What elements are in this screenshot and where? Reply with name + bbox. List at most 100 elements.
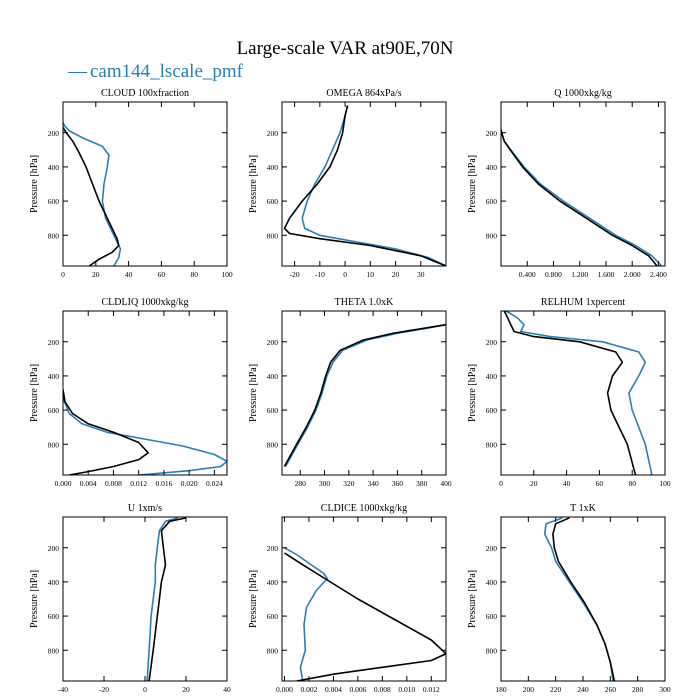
y-tick-label: 400 [486,578,498,587]
x-tick-label: 0.000 [55,479,72,488]
panel-title: U 1xm/s [128,503,162,514]
x-tick-label: 0.002 [300,685,317,694]
series-line-blue [301,105,446,266]
x-tick-label: 240 [577,685,589,694]
x-tick-label: 0.016 [155,479,172,488]
y-tick-label: 200 [267,544,279,553]
chart-panel-3: Q 1000xkg/kg Pressure [hPa] 0.400 0.800 1.20… [467,88,667,279]
series-line-black [503,311,637,475]
series-line-black [552,517,616,681]
y-tick-label: 400 [48,163,60,172]
series-line-black [501,129,658,266]
x-tick-label: 0.024 [206,479,223,488]
x-tick-label: 0.012 [423,685,440,694]
y-tick-label: 200 [267,338,279,347]
series-line-black [283,552,446,681]
x-tick-label: 10 [367,270,375,279]
chart-panel-7: U 1xm/s Pressure [hPa] -40 -20 0 20 40 200 400 60… [29,503,231,694]
panel-title: CLDLIQ 1000xkg/kg [102,297,189,308]
x-tick-label: 0 [343,270,347,279]
y-axis-label: Pressure [hPa] [467,364,478,422]
x-tick-label: 320 [343,479,355,488]
chart-panel-6: RELHUM 1xpercent Pressure [hPa] 0 20 40 60 80 1… [467,297,671,488]
x-tick-label: 1.200 [571,270,588,279]
y-tick-label: 600 [48,197,60,206]
figure-title: Large-scale VAR at90E,70N [237,38,454,59]
y-tick-label: 400 [267,163,279,172]
plot-frame [281,101,447,267]
y-tick-label: 600 [48,612,60,621]
plot-frame [500,310,666,476]
plot-frame [62,516,228,682]
y-tick-label: 600 [486,197,498,206]
x-tick-label: 80 [628,479,636,488]
x-tick-label: 0.400 [519,270,536,279]
series-line-blue [284,547,329,681]
y-tick-label: 400 [486,372,498,381]
x-tick-label: 1.600 [598,270,615,279]
series-line-blue [501,129,663,266]
x-tick-label: 220 [550,685,562,694]
x-tick-label: 300 [319,479,331,488]
chart-panel-9: T 1xK Pressure [hPa] 180 200 220 240 260 280 300… [467,503,671,694]
series-line-blue [505,311,653,475]
y-tick-label: 600 [486,612,498,621]
y-tick-label: 600 [267,612,279,621]
chart-panel-4: CLDLIQ 1000xkg/kg Pressure [hPa] 0.000 0.00… [29,297,228,488]
y-axis-label: Pressure [hPa] [29,570,40,628]
x-tick-label: 0.004 [325,685,342,694]
y-tick-label: 800 [267,646,279,655]
x-tick-label: 200 [523,685,535,694]
x-tick-label: 100 [659,479,671,488]
series-line-black [148,517,187,681]
y-tick-label: 800 [48,646,60,655]
x-tick-label: 60 [158,270,166,279]
panel-title: T 1xK [570,503,596,514]
x-tick-label: 40 [223,685,231,694]
series-line-blue [63,389,227,475]
x-tick-label: 260 [605,685,617,694]
plot-frame [281,310,447,476]
x-tick-label: 280 [295,479,307,488]
x-tick-label: -10 [315,270,325,279]
y-axis-label: Pressure [hPa] [248,570,259,628]
x-tick-label: 0.800 [545,270,562,279]
x-tick-label: 0.006 [349,685,366,694]
x-tick-label: 380 [416,479,428,488]
x-tick-label: 80 [190,270,198,279]
panel-title: OMEGA 864xPa/s [326,88,401,99]
series-line-blue [543,517,614,681]
legend-marker: — [67,61,88,82]
series-line-blue [146,517,179,681]
y-tick-label: 600 [486,406,498,415]
y-tick-label: 800 [486,440,498,449]
x-tick-label: 30 [417,270,425,279]
y-tick-label: 800 [486,646,498,655]
y-tick-label: 800 [48,440,60,449]
x-tick-label: 0.020 [181,479,198,488]
x-tick-label: 0 [499,479,503,488]
series-line-blue [63,122,122,266]
y-tick-label: 800 [267,440,279,449]
x-tick-label: 20 [182,685,190,694]
chart-panel-8: CLDICE 1000xkg/kg Pressure [hPa] 0.000 0.00… [248,503,447,694]
y-axis-label: Pressure [hPa] [29,364,40,422]
y-tick-label: 200 [48,129,60,138]
x-tick-label: 280 [632,685,644,694]
panel-title: CLOUD 100xfraction [101,88,189,99]
y-tick-label: 800 [48,231,60,240]
y-tick-label: 600 [267,406,279,415]
y-tick-label: 200 [486,338,498,347]
series-line-black [63,127,120,266]
y-tick-label: 400 [267,578,279,587]
y-tick-label: 400 [267,372,279,381]
x-tick-label: 400 [440,479,452,488]
x-tick-label: 0.008 [374,685,391,694]
x-tick-label: -40 [58,685,68,694]
y-tick-label: 800 [267,231,279,240]
x-tick-label: 20 [392,270,400,279]
y-tick-label: 200 [486,129,498,138]
x-tick-label: 0 [143,685,147,694]
x-tick-label: 20 [92,270,100,279]
